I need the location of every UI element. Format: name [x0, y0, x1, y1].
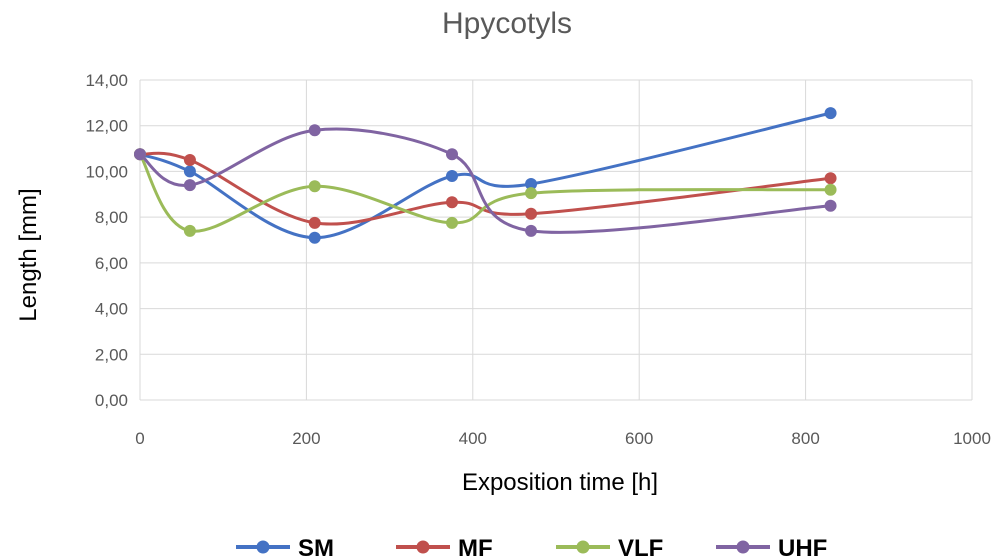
y-tick-label: 2,00 — [95, 345, 128, 364]
data-point-uhf — [308, 124, 321, 137]
data-point-mf — [446, 196, 458, 209]
data-point-uhf — [446, 148, 458, 161]
data-point-vlf — [525, 187, 538, 200]
legend-marker-mf — [416, 540, 430, 554]
data-point-uhf — [183, 179, 196, 192]
legend: SM MF VLF UHF — [236, 535, 827, 560]
legend-marker-sm — [256, 540, 270, 554]
legend-marker-uhf — [736, 540, 750, 554]
legend-label-mf: MF — [458, 535, 493, 560]
y-tick-label: 6,00 — [95, 254, 128, 273]
y-tick-label: 0,00 — [95, 391, 128, 410]
data-point-sm — [183, 165, 196, 178]
x-tick-label: 400 — [459, 429, 487, 448]
data-point-vlf — [308, 180, 321, 193]
data-point-vlf — [183, 224, 196, 237]
x-tick-label: 1000 — [953, 429, 991, 448]
series-points — [134, 107, 837, 244]
y-tick-label: 4,00 — [95, 300, 128, 319]
legend-marker-vlf — [576, 540, 590, 554]
y-tick-label: 12,00 — [85, 117, 128, 136]
data-point-mf — [824, 172, 837, 185]
series-lines — [138, 111, 831, 240]
y-axis-ticks: 0,00 2,00 4,00 6,00 8,00 10,00 12,00 14,00 — [85, 71, 128, 410]
x-axis-label: Exposition time [h] — [462, 469, 658, 496]
x-tick-label: 0 — [135, 429, 144, 448]
data-point-uhf — [525, 224, 538, 237]
x-tick-label: 600 — [625, 429, 653, 448]
legend-label-sm: SM — [298, 535, 334, 560]
data-point-mf — [183, 154, 196, 166]
data-point-vlf — [446, 216, 458, 229]
legend-label-vlf: VLF — [618, 535, 663, 560]
legend-label-uhf: UHF — [778, 535, 827, 560]
series-line-mf — [139, 151, 831, 226]
data-point-uhf — [824, 199, 837, 212]
data-point-sm — [525, 178, 538, 190]
legend-item-sm: SM — [236, 535, 334, 560]
y-tick-label: 10,00 — [85, 162, 128, 181]
data-point-mf — [308, 216, 321, 229]
gridlines — [139, 79, 973, 401]
series-line-sm — [139, 111, 831, 240]
x-tick-label: 800 — [791, 429, 819, 448]
data-point-sm — [308, 231, 321, 244]
legend-item-mf: MF — [396, 535, 493, 560]
data-point-sm — [446, 170, 458, 182]
chart-title: Hpycotyls — [442, 7, 572, 40]
y-tick-label: 8,00 — [95, 208, 128, 227]
legend-item-uhf: UHF — [716, 535, 827, 560]
legend-item-vlf: VLF — [556, 535, 663, 560]
data-point-vlf — [824, 183, 837, 196]
y-tick-label: 14,00 — [85, 71, 128, 90]
x-axis-ticks: 0 200 400 600 800 1000 — [135, 429, 991, 448]
x-tick-label: 200 — [292, 429, 320, 448]
y-axis-label: Length [mm] — [15, 188, 42, 321]
data-point-sm — [824, 107, 837, 120]
data-point-mf — [525, 207, 538, 220]
data-point-uhf — [134, 148, 146, 161]
